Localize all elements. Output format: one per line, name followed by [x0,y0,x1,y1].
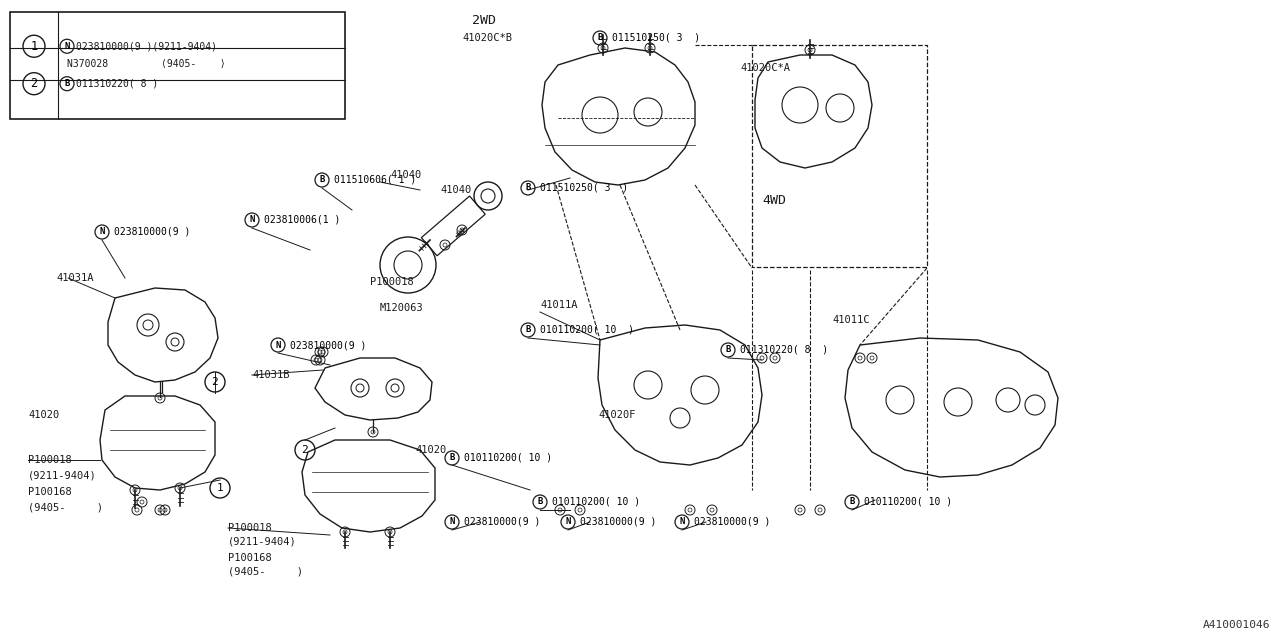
Text: B: B [726,346,731,355]
Text: 023810000(9 ): 023810000(9 ) [114,227,191,237]
Text: 41020C*B: 41020C*B [462,33,512,43]
Text: 011510250( 3  ): 011510250( 3 ) [540,183,628,193]
Text: 011510250( 3  ): 011510250( 3 ) [612,33,700,43]
Text: 41011C: 41011C [832,315,869,325]
Text: 41031B: 41031B [252,370,289,380]
Text: 41020: 41020 [415,445,447,455]
Text: 011510606( 1 ): 011510606( 1 ) [334,175,416,185]
Text: 010110200( 10 ): 010110200( 10 ) [864,497,952,507]
Text: 41020F: 41020F [598,410,635,420]
Text: N: N [64,42,69,51]
Text: 4WD: 4WD [762,193,786,207]
Text: B: B [850,497,855,506]
Text: 023810000(9 )(9211-9404): 023810000(9 )(9211-9404) [76,41,218,51]
Text: 023810000(9 ): 023810000(9 ) [694,517,771,527]
Text: B: B [449,454,454,463]
Text: M120063: M120063 [380,303,424,313]
Text: B: B [525,326,531,335]
Text: 011310220( 8  ): 011310220( 8 ) [740,345,828,355]
Text: 023810000(9 ): 023810000(9 ) [291,340,366,350]
Text: N: N [566,518,571,527]
Text: B: B [64,79,69,88]
Text: P100168: P100168 [28,487,72,497]
Text: A410001046: A410001046 [1202,620,1270,630]
Bar [10,12,346,119]
Text: 41040: 41040 [390,170,421,180]
Text: P100018: P100018 [228,523,271,533]
Text: 023810000(9 ): 023810000(9 ) [465,517,540,527]
Text: P100018: P100018 [370,277,413,287]
Text: (9211-9404): (9211-9404) [28,471,97,481]
Text: 41020: 41020 [28,410,59,420]
Text: P100018: P100018 [28,455,72,465]
Text: B: B [319,175,325,184]
Text: 010110200( 10 ): 010110200( 10 ) [552,497,640,507]
Text: N: N [275,340,280,349]
Text: P100168: P100168 [228,553,271,563]
Text: 2: 2 [302,445,308,455]
Text: N: N [449,518,454,527]
Text: 41020C*A: 41020C*A [740,63,790,73]
Text: 023810006(1 ): 023810006(1 ) [264,215,340,225]
Text: 010110200( 10 ): 010110200( 10 ) [465,453,552,463]
Text: (9211-9404): (9211-9404) [228,537,297,547]
Text: 2WD: 2WD [472,13,497,26]
Text: N: N [250,216,255,225]
Text: 1: 1 [216,483,224,493]
Text: B: B [598,33,603,42]
Text: 41011A: 41011A [540,300,577,310]
Text: 1: 1 [31,40,37,52]
Text: N370028         ⟨9405-    ⟩: N370028 ⟨9405- ⟩ [67,60,225,69]
Text: N: N [100,227,105,237]
Text: N: N [680,518,685,527]
Text: 010110200( 10  ): 010110200( 10 ) [540,325,634,335]
Text: (9405-     ): (9405- ) [28,503,102,513]
Text: B: B [538,497,543,506]
Text: B: B [525,184,531,193]
Text: 2: 2 [31,77,37,90]
Text: 011310220( 8 ): 011310220( 8 ) [76,79,159,89]
Text: 023810000(9 ): 023810000(9 ) [580,517,657,527]
Text: 41040: 41040 [440,185,471,195]
Text: (9405-     ): (9405- ) [228,567,303,577]
Text: 41031A: 41031A [56,273,93,283]
Bar [753,45,927,267]
Text: 2: 2 [211,377,219,387]
